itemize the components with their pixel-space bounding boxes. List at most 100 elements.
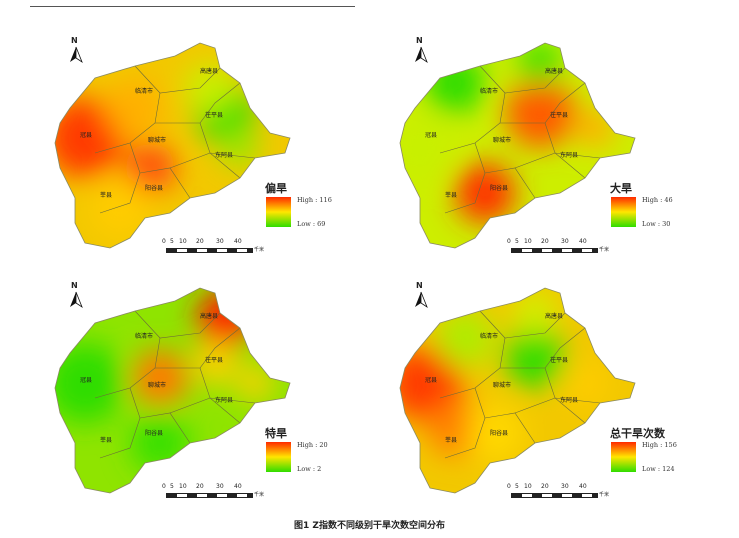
scale-tick: 10 bbox=[179, 483, 187, 490]
map-panel-3: 临清市 高唐县 茌平县 冠县 聊城市 东阿县 莘县 阳谷县 N 特旱 High : 20 Low : … bbox=[40, 281, 370, 513]
heat-spot bbox=[505, 328, 565, 388]
county-label-liaocheng: 聊城市 bbox=[493, 382, 512, 389]
legend-low: Low : 124 bbox=[642, 465, 675, 473]
county-border bbox=[554, 152, 601, 159]
scale-bar: 0 5 10 20 30 40 千米 bbox=[507, 238, 617, 260]
heat-spot bbox=[400, 118, 450, 178]
county-border bbox=[209, 152, 256, 159]
scale-bar: 0 5 10 20 30 40 千米 bbox=[162, 238, 272, 260]
county-label-linqing: 临清市 bbox=[480, 88, 499, 95]
county-label-donge: 东阿县 bbox=[215, 152, 234, 159]
county-border bbox=[155, 82, 241, 124]
county-label-yanggu: 阳谷县 bbox=[145, 185, 164, 192]
scale-tick: 30 bbox=[561, 483, 569, 490]
county-label-guanxian: 冠县 bbox=[425, 132, 438, 139]
legend: 偏旱 High : 116 Low : 69 bbox=[265, 180, 355, 240]
legend-high: High : 46 bbox=[642, 196, 673, 204]
scale-tick: 0 bbox=[507, 238, 511, 245]
north-letter: N bbox=[416, 36, 423, 45]
county-border bbox=[439, 337, 506, 399]
heat-spot bbox=[105, 78, 165, 138]
heat-spot bbox=[90, 178, 150, 238]
scale-unit: 千米 bbox=[254, 247, 265, 253]
north-arrow-icon: N bbox=[413, 281, 429, 313]
county-label-donge: 东阿县 bbox=[560, 152, 579, 159]
county-label-shenxian: 莘县 bbox=[100, 437, 113, 444]
heat-spot bbox=[575, 108, 615, 148]
scale-tick: 5 bbox=[515, 238, 519, 245]
north-arrow-icon: N bbox=[68, 281, 84, 313]
county-label-chiping: 茌平县 bbox=[550, 357, 569, 364]
heat-map bbox=[399, 287, 636, 494]
color-ramp bbox=[610, 441, 637, 473]
heat-spot bbox=[518, 43, 562, 85]
scale-tick: 20 bbox=[541, 238, 549, 245]
legend: 特旱 High : 20 Low : 2 bbox=[265, 425, 355, 485]
map-panel-4: 临清市 高唐县 茌平县 冠县 聊城市 东阿县 莘县 阳谷县 N 总干旱次数 High : 156 Lo… bbox=[385, 281, 715, 513]
north-letter: N bbox=[71, 36, 78, 45]
heat-spot bbox=[237, 365, 273, 401]
scale-bar: 0 5 10 20 30 40 千米 bbox=[507, 483, 617, 505]
heat-spot bbox=[435, 308, 495, 368]
map-panel-1: 临清市 高唐县 茌平县 冠县 聊城市 东阿县 莘县 阳谷县 N 偏旱 High : 116 Low :… bbox=[40, 36, 370, 268]
county-label-shenxian: 莘县 bbox=[445, 192, 458, 199]
heat-spot bbox=[55, 343, 125, 423]
county-label-chiping: 茌平县 bbox=[205, 357, 224, 364]
scale-graduation bbox=[511, 248, 598, 253]
legend-title: 大旱 bbox=[610, 182, 632, 195]
heat-map bbox=[54, 287, 291, 494]
scale-tick: 30 bbox=[216, 483, 224, 490]
heat-spot bbox=[132, 350, 188, 406]
scale-unit: 千米 bbox=[599, 247, 610, 253]
region-outline bbox=[54, 42, 291, 249]
scale-tick: 10 bbox=[179, 238, 187, 245]
heat-spot bbox=[55, 98, 125, 178]
region-outline bbox=[399, 287, 636, 494]
county-label-gaotang: 高唐县 bbox=[200, 313, 219, 320]
county-border bbox=[209, 397, 256, 404]
north-letter: N bbox=[71, 281, 78, 290]
county-label-linqing: 临清市 bbox=[135, 88, 154, 95]
county-label-gaotang: 高唐县 bbox=[200, 68, 219, 75]
county-border bbox=[514, 397, 556, 414]
legend-high: High : 116 bbox=[297, 196, 332, 204]
scale-tick: 40 bbox=[234, 238, 242, 245]
county-label-liaocheng: 聊城市 bbox=[148, 382, 167, 389]
legend-high: High : 20 bbox=[297, 441, 328, 449]
county-border bbox=[479, 310, 566, 339]
scale-graduation bbox=[166, 493, 253, 498]
scale-tick: 0 bbox=[507, 483, 511, 490]
scale-tick: 0 bbox=[162, 238, 166, 245]
heat-spot bbox=[467, 405, 523, 461]
county-border bbox=[134, 65, 221, 94]
scale-tick: 10 bbox=[524, 483, 532, 490]
county-label-chiping: 茌平县 bbox=[205, 112, 224, 119]
county-border bbox=[500, 327, 586, 369]
county-label-linqing: 临清市 bbox=[480, 333, 499, 340]
county-label-guanxian: 冠县 bbox=[80, 377, 93, 384]
county-border bbox=[134, 310, 221, 339]
region-outline bbox=[399, 42, 636, 249]
county-label-gaotang: 高唐县 bbox=[545, 313, 564, 320]
county-border bbox=[99, 142, 141, 214]
scale-tick: 40 bbox=[579, 238, 587, 245]
legend: 总干旱次数 High : 156 Low : 124 bbox=[610, 425, 700, 485]
legend-title: 总干旱次数 bbox=[610, 427, 665, 440]
scale-tick: 10 bbox=[524, 238, 532, 245]
scale-tick: 5 bbox=[170, 483, 174, 490]
scale-tick: 5 bbox=[170, 238, 174, 245]
county-border bbox=[94, 337, 161, 399]
county-border bbox=[444, 142, 486, 214]
color-ramp bbox=[265, 441, 292, 473]
region-outline bbox=[54, 287, 291, 494]
north-arrow-icon: N bbox=[68, 36, 84, 68]
county-border bbox=[500, 82, 586, 124]
scale-graduation bbox=[511, 493, 598, 498]
legend-low: Low : 30 bbox=[642, 220, 671, 228]
county-border bbox=[479, 65, 566, 94]
county-border bbox=[169, 152, 211, 169]
county-label-guanxian: 冠县 bbox=[80, 132, 93, 139]
scale-tick: 40 bbox=[579, 483, 587, 490]
heat-map bbox=[54, 42, 291, 249]
figure-caption: 图1 Z指数不同级别干旱次数空间分布 bbox=[294, 521, 445, 531]
